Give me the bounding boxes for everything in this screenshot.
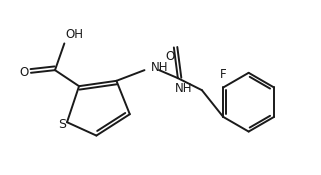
Text: OH: OH bbox=[66, 28, 84, 41]
Text: NH: NH bbox=[151, 61, 169, 74]
Text: S: S bbox=[58, 118, 66, 131]
Text: O: O bbox=[165, 50, 175, 63]
Text: F: F bbox=[220, 68, 227, 81]
Text: O: O bbox=[19, 66, 28, 79]
Text: NH: NH bbox=[175, 82, 193, 95]
